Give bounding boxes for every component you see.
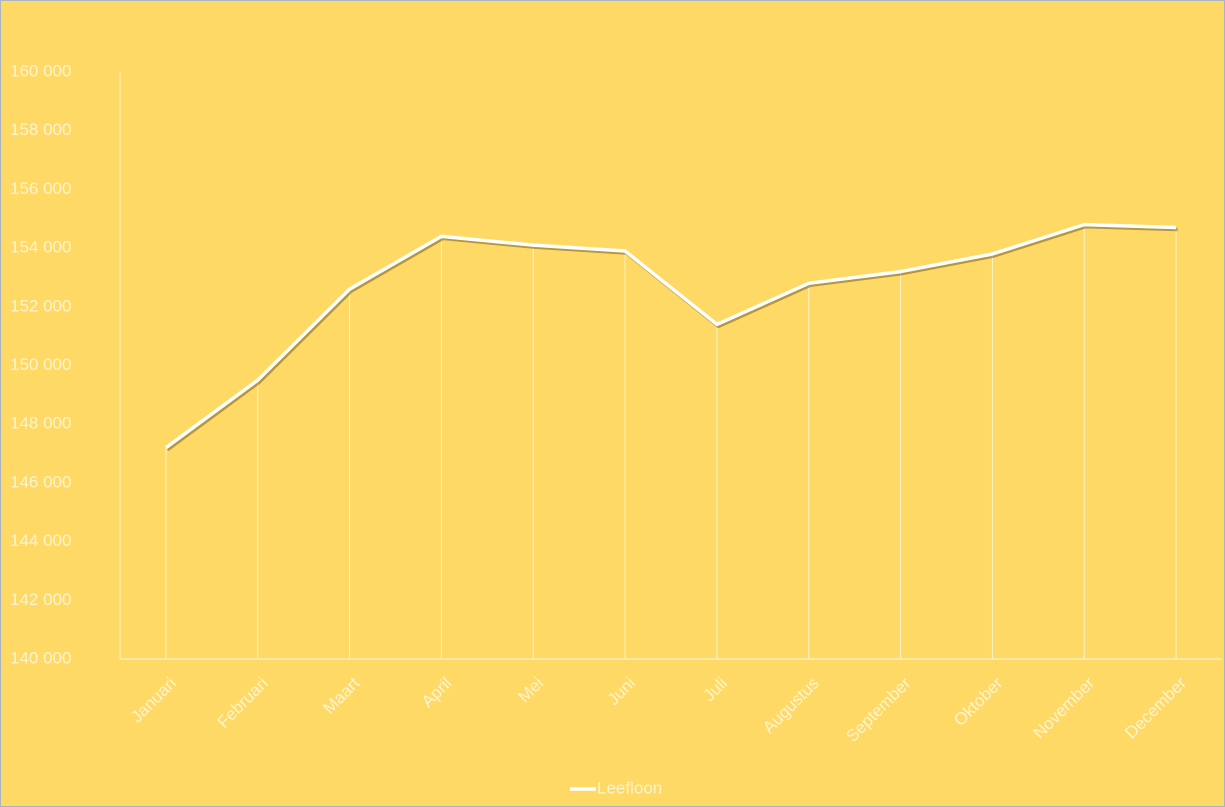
legend-label: Leefloon <box>597 778 662 797</box>
y-tick-label: 140 000 <box>10 648 71 667</box>
y-tick-label: 158 000 <box>10 120 71 139</box>
y-tick-label: 156 000 <box>10 179 71 198</box>
y-tick-label: 160 000 <box>10 61 71 80</box>
y-tick-label: 150 000 <box>10 355 71 374</box>
y-tick-label: 148 000 <box>10 414 71 433</box>
y-tick-label: 142 000 <box>10 590 71 609</box>
y-tick-label: 152 000 <box>10 296 71 315</box>
line <box>164 222 1177 450</box>
y-tick-label: 144 000 <box>10 531 71 550</box>
y-tick-label: 146 000 <box>10 472 71 491</box>
y-tick-label: 154 000 <box>10 238 71 257</box>
